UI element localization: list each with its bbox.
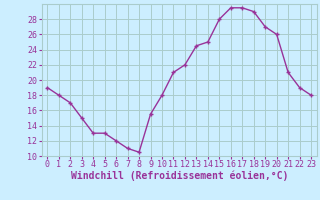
X-axis label: Windchill (Refroidissement éolien,°C): Windchill (Refroidissement éolien,°C) (70, 171, 288, 181)
